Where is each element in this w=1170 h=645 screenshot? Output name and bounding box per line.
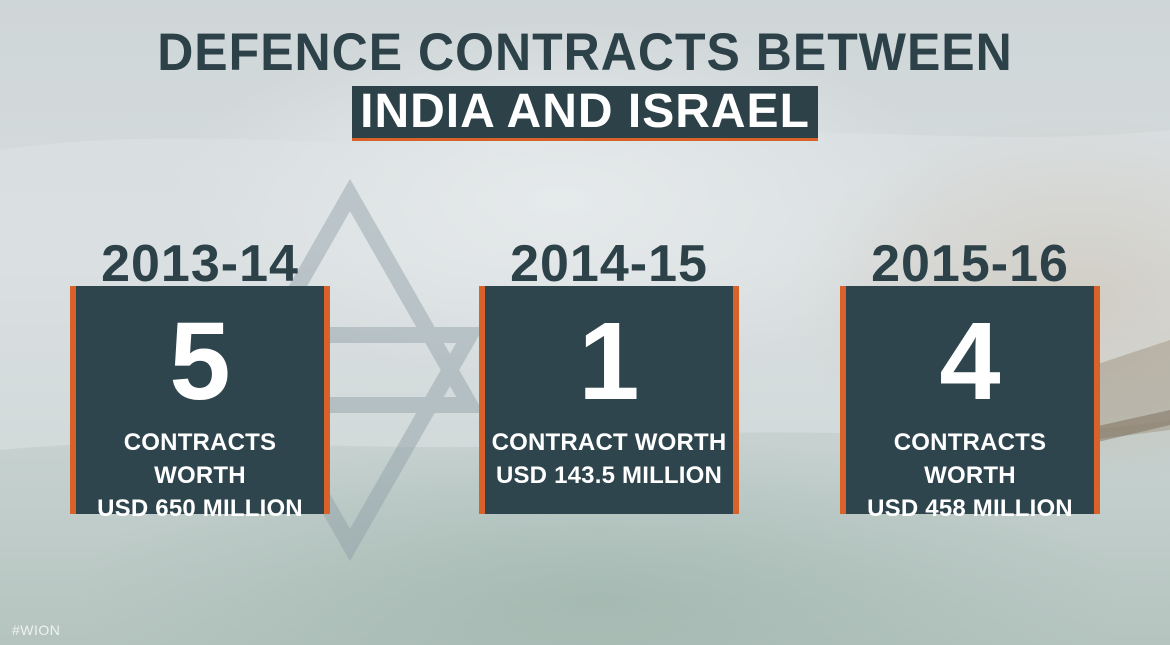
contract-card: 2013-14 5 CONTRACTS WORTH USD 650 MILLIO… [70,235,330,522]
wion-watermark: #WION [12,622,61,638]
card-year: 2014-15 [510,235,708,293]
card-description: CONTRACT WORTH USD 143.5 MILLION [485,426,733,492]
card-desc-line2: USD 143.5 MILLION [495,462,723,489]
card-description: CONTRACTS WORTH USD 458 MILLION [846,426,1094,525]
card-desc-line1: CONTRACTS WORTH [123,429,277,489]
card-desc-line1: CONTRACTS WORTH [893,429,1047,489]
card-desc-line2: USD 650 MILLION [97,495,303,522]
card-count: 4 [939,300,1001,423]
card-panel: 1 CONTRACT WORTH USD 143.5 MILLION [479,286,739,514]
page-title: DEFENCE CONTRACTS BETWEEN [157,22,1013,82]
card-count: 1 [578,300,640,423]
card-desc-line1: CONTRACT WORTH [491,429,727,456]
page-subtitle: INDIA AND ISRAEL [352,86,818,141]
card-panel: 4 CONTRACTS WORTH USD 458 MILLION [840,286,1100,522]
contract-card: 2014-15 1 CONTRACT WORTH USD 143.5 MILLI… [479,236,739,516]
card-panel: 5 CONTRACTS WORTH USD 650 MILLION [70,286,330,522]
card-year: 2013-14 [101,235,299,293]
card-year: 2015-16 [871,235,1069,293]
card-count: 5 [169,300,231,423]
contract-card: 2015-16 4 CONTRACTS WORTH USD 458 MILLIO… [840,235,1100,522]
card-description: CONTRACTS WORTH USD 650 MILLION [76,426,324,525]
card-desc-line2: USD 458 MILLION [867,495,1073,522]
